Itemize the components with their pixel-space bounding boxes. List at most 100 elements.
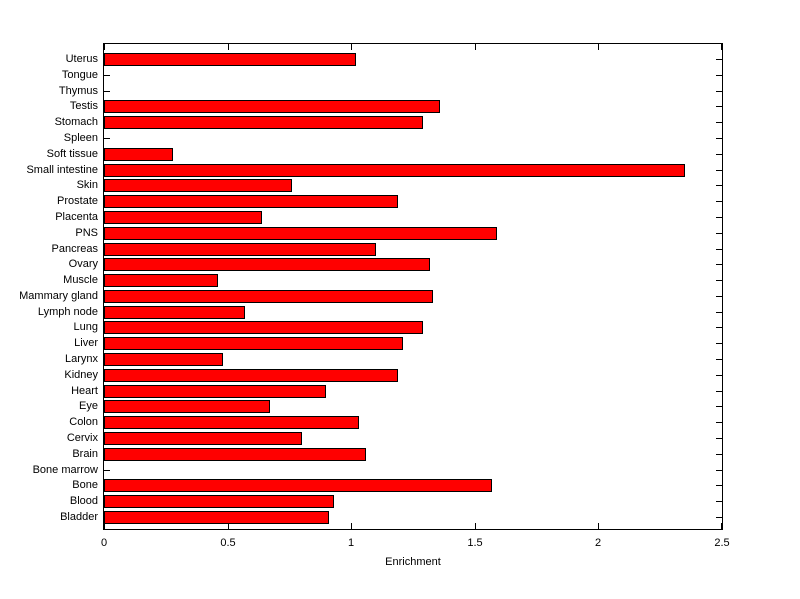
y-tick-label: Liver xyxy=(74,337,98,349)
y-tick-mark xyxy=(716,406,722,407)
y-tick-label: Blood xyxy=(69,495,98,507)
y-tick-label: Bone xyxy=(72,479,98,491)
x-tick-mark xyxy=(351,44,352,50)
x-tick-mark xyxy=(598,523,599,529)
y-tick-mark xyxy=(716,280,722,281)
y-tick-label: Stomach xyxy=(54,116,98,128)
x-tick-mark xyxy=(228,523,229,529)
bar xyxy=(104,274,218,287)
y-tick-mark xyxy=(104,75,110,76)
bar xyxy=(104,321,423,334)
y-tick-label: Skin xyxy=(76,179,98,191)
y-tick-label: Prostate xyxy=(57,195,98,207)
y-tick-mark xyxy=(716,59,722,60)
y-tick-label: Kidney xyxy=(64,369,98,381)
x-tick-label: 2 xyxy=(594,537,602,549)
y-tick-label: Larynx xyxy=(64,353,98,365)
y-tick-mark xyxy=(716,438,722,439)
x-tick-mark xyxy=(475,523,476,529)
bar xyxy=(104,432,302,445)
x-tick-label: 2.5 xyxy=(714,537,730,549)
y-tick-mark xyxy=(104,91,110,92)
x-tick-label: 0.5 xyxy=(220,537,236,549)
y-tick-mark xyxy=(716,91,722,92)
y-tick-label: Colon xyxy=(69,416,98,428)
x-tick-mark xyxy=(351,523,352,529)
bar xyxy=(104,306,245,319)
y-tick-mark xyxy=(716,233,722,234)
y-tick-label: Bladder xyxy=(60,511,98,523)
y-tick-label: Eye xyxy=(79,400,98,412)
y-tick-mark xyxy=(104,470,110,471)
y-tick-label: Muscle xyxy=(63,274,98,286)
y-tick-mark xyxy=(716,185,722,186)
y-tick-mark xyxy=(716,122,722,123)
y-tick-label: Lung xyxy=(73,321,98,333)
x-tick-mark xyxy=(475,44,476,50)
y-tick-label: Placenta xyxy=(55,211,98,223)
bar xyxy=(104,164,685,177)
y-tick-mark xyxy=(716,312,722,313)
y-tick-mark xyxy=(716,75,722,76)
x-tick-mark xyxy=(721,44,722,50)
bar xyxy=(104,353,223,366)
bar xyxy=(104,211,262,224)
y-tick-label: Ovary xyxy=(68,258,98,270)
plot-area xyxy=(103,43,723,530)
x-tick-label: 0 xyxy=(100,537,108,549)
x-tick-label: 1.5 xyxy=(467,537,483,549)
y-tick-label: Spleen xyxy=(63,132,98,144)
y-tick-mark xyxy=(716,359,722,360)
y-tick-mark xyxy=(716,296,722,297)
bar xyxy=(104,511,329,524)
y-tick-label: Thymus xyxy=(58,85,98,97)
bar xyxy=(104,369,398,382)
y-tick-label: Bone marrow xyxy=(32,464,98,476)
bar xyxy=(104,243,376,256)
y-tick-mark xyxy=(716,249,722,250)
y-tick-mark xyxy=(716,517,722,518)
y-tick-label: Uterus xyxy=(65,53,98,65)
y-tick-mark xyxy=(716,138,722,139)
y-tick-mark xyxy=(716,264,722,265)
x-tick-mark xyxy=(104,44,105,50)
y-tick-label: Testis xyxy=(69,100,98,112)
bar xyxy=(104,337,403,350)
bar xyxy=(104,179,292,192)
x-tick-mark xyxy=(104,523,105,529)
y-tick-mark xyxy=(716,170,722,171)
bar xyxy=(104,148,173,161)
bar xyxy=(104,448,366,461)
bar xyxy=(104,53,356,66)
y-tick-mark xyxy=(716,106,722,107)
bar xyxy=(104,400,270,413)
bar xyxy=(104,416,359,429)
y-tick-mark xyxy=(716,391,722,392)
bar xyxy=(104,385,326,398)
y-tick-label: Tongue xyxy=(61,69,98,81)
bar xyxy=(104,100,440,113)
bar xyxy=(104,258,430,271)
x-tick-label: 1 xyxy=(347,537,355,549)
y-tick-mark xyxy=(716,485,722,486)
y-tick-label: Mammary gland xyxy=(19,290,98,302)
y-tick-mark xyxy=(716,454,722,455)
bar xyxy=(104,195,398,208)
x-tick-mark xyxy=(228,44,229,50)
bar xyxy=(104,290,433,303)
bar xyxy=(104,479,492,492)
x-tick-mark xyxy=(598,44,599,50)
y-tick-label: Soft tissue xyxy=(46,148,98,160)
y-tick-mark xyxy=(716,501,722,502)
y-tick-label: Pancreas xyxy=(51,243,98,255)
y-tick-label: Small intestine xyxy=(26,164,98,176)
y-tick-mark xyxy=(716,422,722,423)
y-tick-label: Lymph node xyxy=(37,306,98,318)
y-tick-mark xyxy=(716,343,722,344)
y-tick-mark xyxy=(716,154,722,155)
bar xyxy=(104,116,423,129)
bar xyxy=(104,227,497,240)
y-tick-mark xyxy=(716,327,722,328)
y-tick-mark xyxy=(716,470,722,471)
